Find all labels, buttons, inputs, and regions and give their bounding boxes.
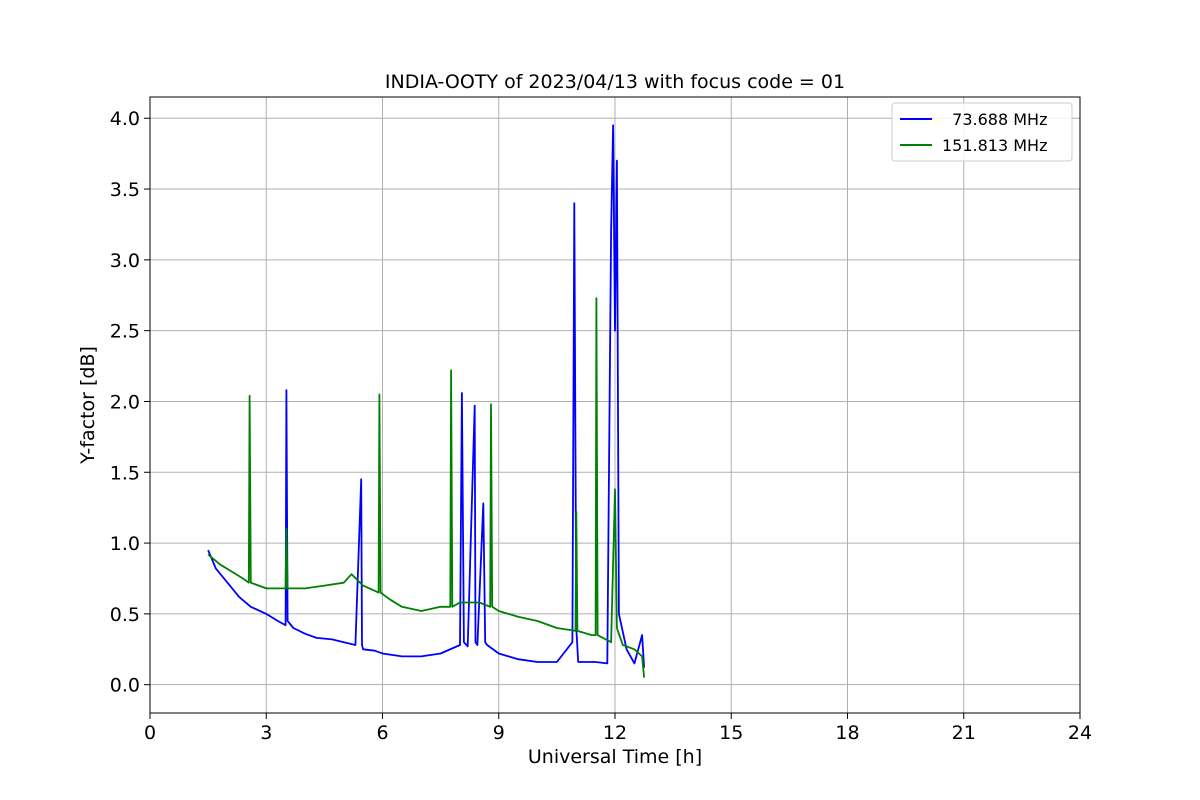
x-tick-label: 12 xyxy=(603,722,627,744)
series-line-1 xyxy=(207,297,645,678)
x-tick-label: 21 xyxy=(952,722,976,744)
y-tick-label: 3.0 xyxy=(110,250,140,272)
x-tick-label: 9 xyxy=(493,722,505,744)
grid xyxy=(149,97,1081,713)
legend: 73.688 MHz 151.813 MHz xyxy=(891,102,1073,162)
x-axis: 0 3 6 9 12 15 18 21 24 xyxy=(144,713,1092,744)
legend-label-0: 73.688 MHz xyxy=(942,110,1047,129)
x-tick-label: 6 xyxy=(376,722,388,744)
x-tick-label: 15 xyxy=(719,722,743,744)
y-tick-label: 0.5 xyxy=(110,604,140,626)
series-line-0 xyxy=(207,124,645,668)
y-tick-label: 4.0 xyxy=(110,108,140,130)
x-tick-label: 18 xyxy=(835,722,859,744)
y-axis-label: Y-factor [dB] xyxy=(77,346,99,465)
y-tick-label: 3.5 xyxy=(110,179,140,201)
series-layer xyxy=(207,124,645,678)
y-tick-label: 2.5 xyxy=(110,321,140,343)
x-tick-label: 24 xyxy=(1068,722,1092,744)
x-axis-label: Universal Time [h] xyxy=(528,746,702,768)
y-tick-label: 1.5 xyxy=(110,462,140,484)
legend-box xyxy=(891,102,1073,162)
chart-title: INDIA-OOTY of 2023/04/13 with focus code… xyxy=(385,71,845,93)
y-axis: 0.0 0.5 1.0 1.5 2.0 2.5 3.0 3.5 4.0 xyxy=(110,108,150,697)
x-tick-label: 0 xyxy=(144,722,156,744)
y-tick-label: 0.0 xyxy=(110,675,140,697)
y-tick-label: 2.0 xyxy=(110,391,140,413)
y-tick-label: 1.0 xyxy=(110,533,140,555)
legend-label-1: 151.813 MHz xyxy=(942,136,1047,155)
x-tick-label: 3 xyxy=(260,722,272,744)
